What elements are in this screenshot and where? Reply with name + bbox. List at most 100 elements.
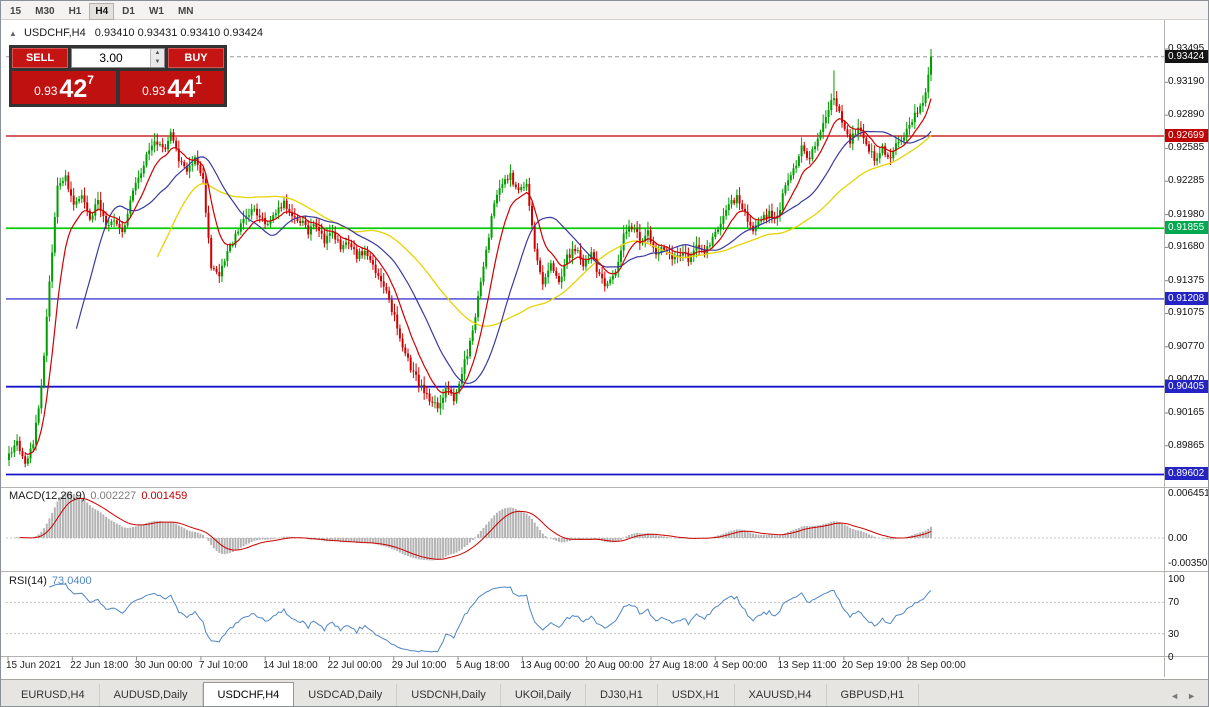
candle-body xyxy=(269,220,272,224)
candle-body xyxy=(789,175,792,181)
price-tick: 0.92285 xyxy=(1168,175,1205,187)
period-button-h1[interactable]: H1 xyxy=(63,3,88,20)
candle-body xyxy=(137,177,140,183)
candle-body xyxy=(156,141,159,145)
candle-body xyxy=(425,393,428,395)
candle-body xyxy=(80,195,83,199)
candle-body xyxy=(315,224,318,228)
price-tick: 0.90770 xyxy=(1168,340,1205,352)
tab-audusd-daily[interactable]: AUDUSD,Daily xyxy=(100,684,203,706)
period-button-h4[interactable]: H4 xyxy=(89,3,115,20)
candle-body xyxy=(253,208,256,210)
candle-body xyxy=(404,347,407,354)
candle-body xyxy=(811,149,814,160)
period-button-15[interactable]: 15 xyxy=(4,3,27,20)
macd-signal-line xyxy=(19,497,932,560)
tab-usdcad-daily[interactable]: USDCAD,Daily xyxy=(294,684,398,706)
candle-body xyxy=(876,158,879,161)
sell-button[interactable]: SELL xyxy=(12,48,68,68)
candle-body xyxy=(520,187,523,191)
sell-price-big: 42 xyxy=(59,75,88,103)
collapse-chart-icon[interactable]: ▲ xyxy=(9,29,17,38)
candle-body xyxy=(814,146,817,150)
tab-usdx-h1[interactable]: USDX,H1 xyxy=(658,684,735,706)
rsi-axis-label: 100 xyxy=(1168,574,1185,585)
candle-body xyxy=(708,245,711,247)
candle-body xyxy=(433,402,436,404)
candle-body xyxy=(619,250,622,262)
candle-body xyxy=(344,242,347,245)
period-button-mn[interactable]: MN xyxy=(172,3,200,20)
candle-body xyxy=(552,263,555,271)
candle-body xyxy=(417,374,420,387)
volume-up-button[interactable]: ▲ xyxy=(151,49,164,58)
candle-body xyxy=(64,175,67,182)
candle-body xyxy=(94,204,97,216)
macd-name: MACD(12,26,9) xyxy=(9,490,86,502)
candle-body xyxy=(841,111,844,123)
candle-body xyxy=(167,140,170,150)
candle-body xyxy=(924,92,927,104)
tab-usdchf-h4[interactable]: USDCHF,H4 xyxy=(202,682,295,706)
candle-body xyxy=(765,214,768,219)
tab-gbpusd-h1[interactable]: GBPUSD,H1 xyxy=(827,684,920,706)
candle-body xyxy=(361,251,364,256)
candle-body xyxy=(536,248,539,261)
tab-ukoil-daily[interactable]: UKOil,Daily xyxy=(501,684,587,706)
time-label: 15 Jun 2021 xyxy=(6,660,62,671)
candle-body xyxy=(285,200,288,209)
period-button-m30[interactable]: M30 xyxy=(29,3,60,20)
candle-body xyxy=(719,223,722,230)
candle-body xyxy=(579,250,582,260)
candle-body xyxy=(533,225,536,249)
candle-body xyxy=(353,247,356,250)
candle-body xyxy=(318,227,321,231)
candle-body xyxy=(291,212,294,217)
sell-price-button[interactable]: 0.93 42 7 xyxy=(12,71,116,104)
time-label: 14 Jul 18:00 xyxy=(263,660,318,671)
tab-scroll-right-icon[interactable]: ► xyxy=(1187,691,1196,701)
candle-body xyxy=(358,251,361,259)
tab-dj30-h1[interactable]: DJ30,H1 xyxy=(586,684,658,706)
candle-body xyxy=(606,283,609,287)
candle-body xyxy=(787,180,790,186)
period-button-w1[interactable]: W1 xyxy=(143,3,170,20)
buy-price-button[interactable]: 0.93 44 1 xyxy=(120,71,224,104)
volume-stepper: ▲ ▼ xyxy=(150,49,164,67)
tab-eurusd-h4[interactable]: EURUSD,H4 xyxy=(7,684,100,706)
candle-body xyxy=(865,138,868,145)
candle-body xyxy=(172,132,175,141)
candle-body xyxy=(161,144,164,148)
buy-price-base: 0.93 xyxy=(142,84,166,98)
period-button-d1[interactable]: D1 xyxy=(116,3,141,20)
candle-body xyxy=(320,230,323,234)
time-label: 5 Aug 18:00 xyxy=(456,660,510,671)
buy-button[interactable]: BUY xyxy=(168,48,224,68)
tab-scroll-left-icon[interactable]: ◄ xyxy=(1170,691,1180,701)
volume-field[interactable]: 3.00 ▲ ▼ xyxy=(71,48,165,68)
candle-body xyxy=(466,356,469,360)
candle-body xyxy=(733,200,736,204)
candle-body xyxy=(350,243,353,248)
candle-body xyxy=(927,74,930,93)
candle-body xyxy=(584,260,587,267)
candle-body xyxy=(603,278,606,287)
candle-body xyxy=(16,440,19,446)
candle-body xyxy=(738,195,741,204)
volume-down-button[interactable]: ▼ xyxy=(151,58,164,67)
tab-usdcnh-daily[interactable]: USDCNH,Daily xyxy=(397,684,501,706)
candle-body xyxy=(490,215,493,238)
tab-xauusd-h4[interactable]: XAUUSD,H4 xyxy=(735,684,827,706)
price-tick: 0.91980 xyxy=(1168,208,1205,220)
chart-canvas[interactable] xyxy=(1,19,1209,677)
candle-body xyxy=(374,264,377,274)
candle-body xyxy=(363,250,366,256)
candle-body xyxy=(781,193,784,210)
timeframe-toolbar: 15 M30 H1 H4 D1 W1 MN xyxy=(1,1,1208,20)
price-badge: 0.92699 xyxy=(1165,129,1208,142)
candle-body xyxy=(835,98,838,107)
candle-body xyxy=(229,244,232,252)
candle-body xyxy=(509,172,512,181)
candle-body xyxy=(671,253,674,260)
candle-body xyxy=(722,215,725,224)
